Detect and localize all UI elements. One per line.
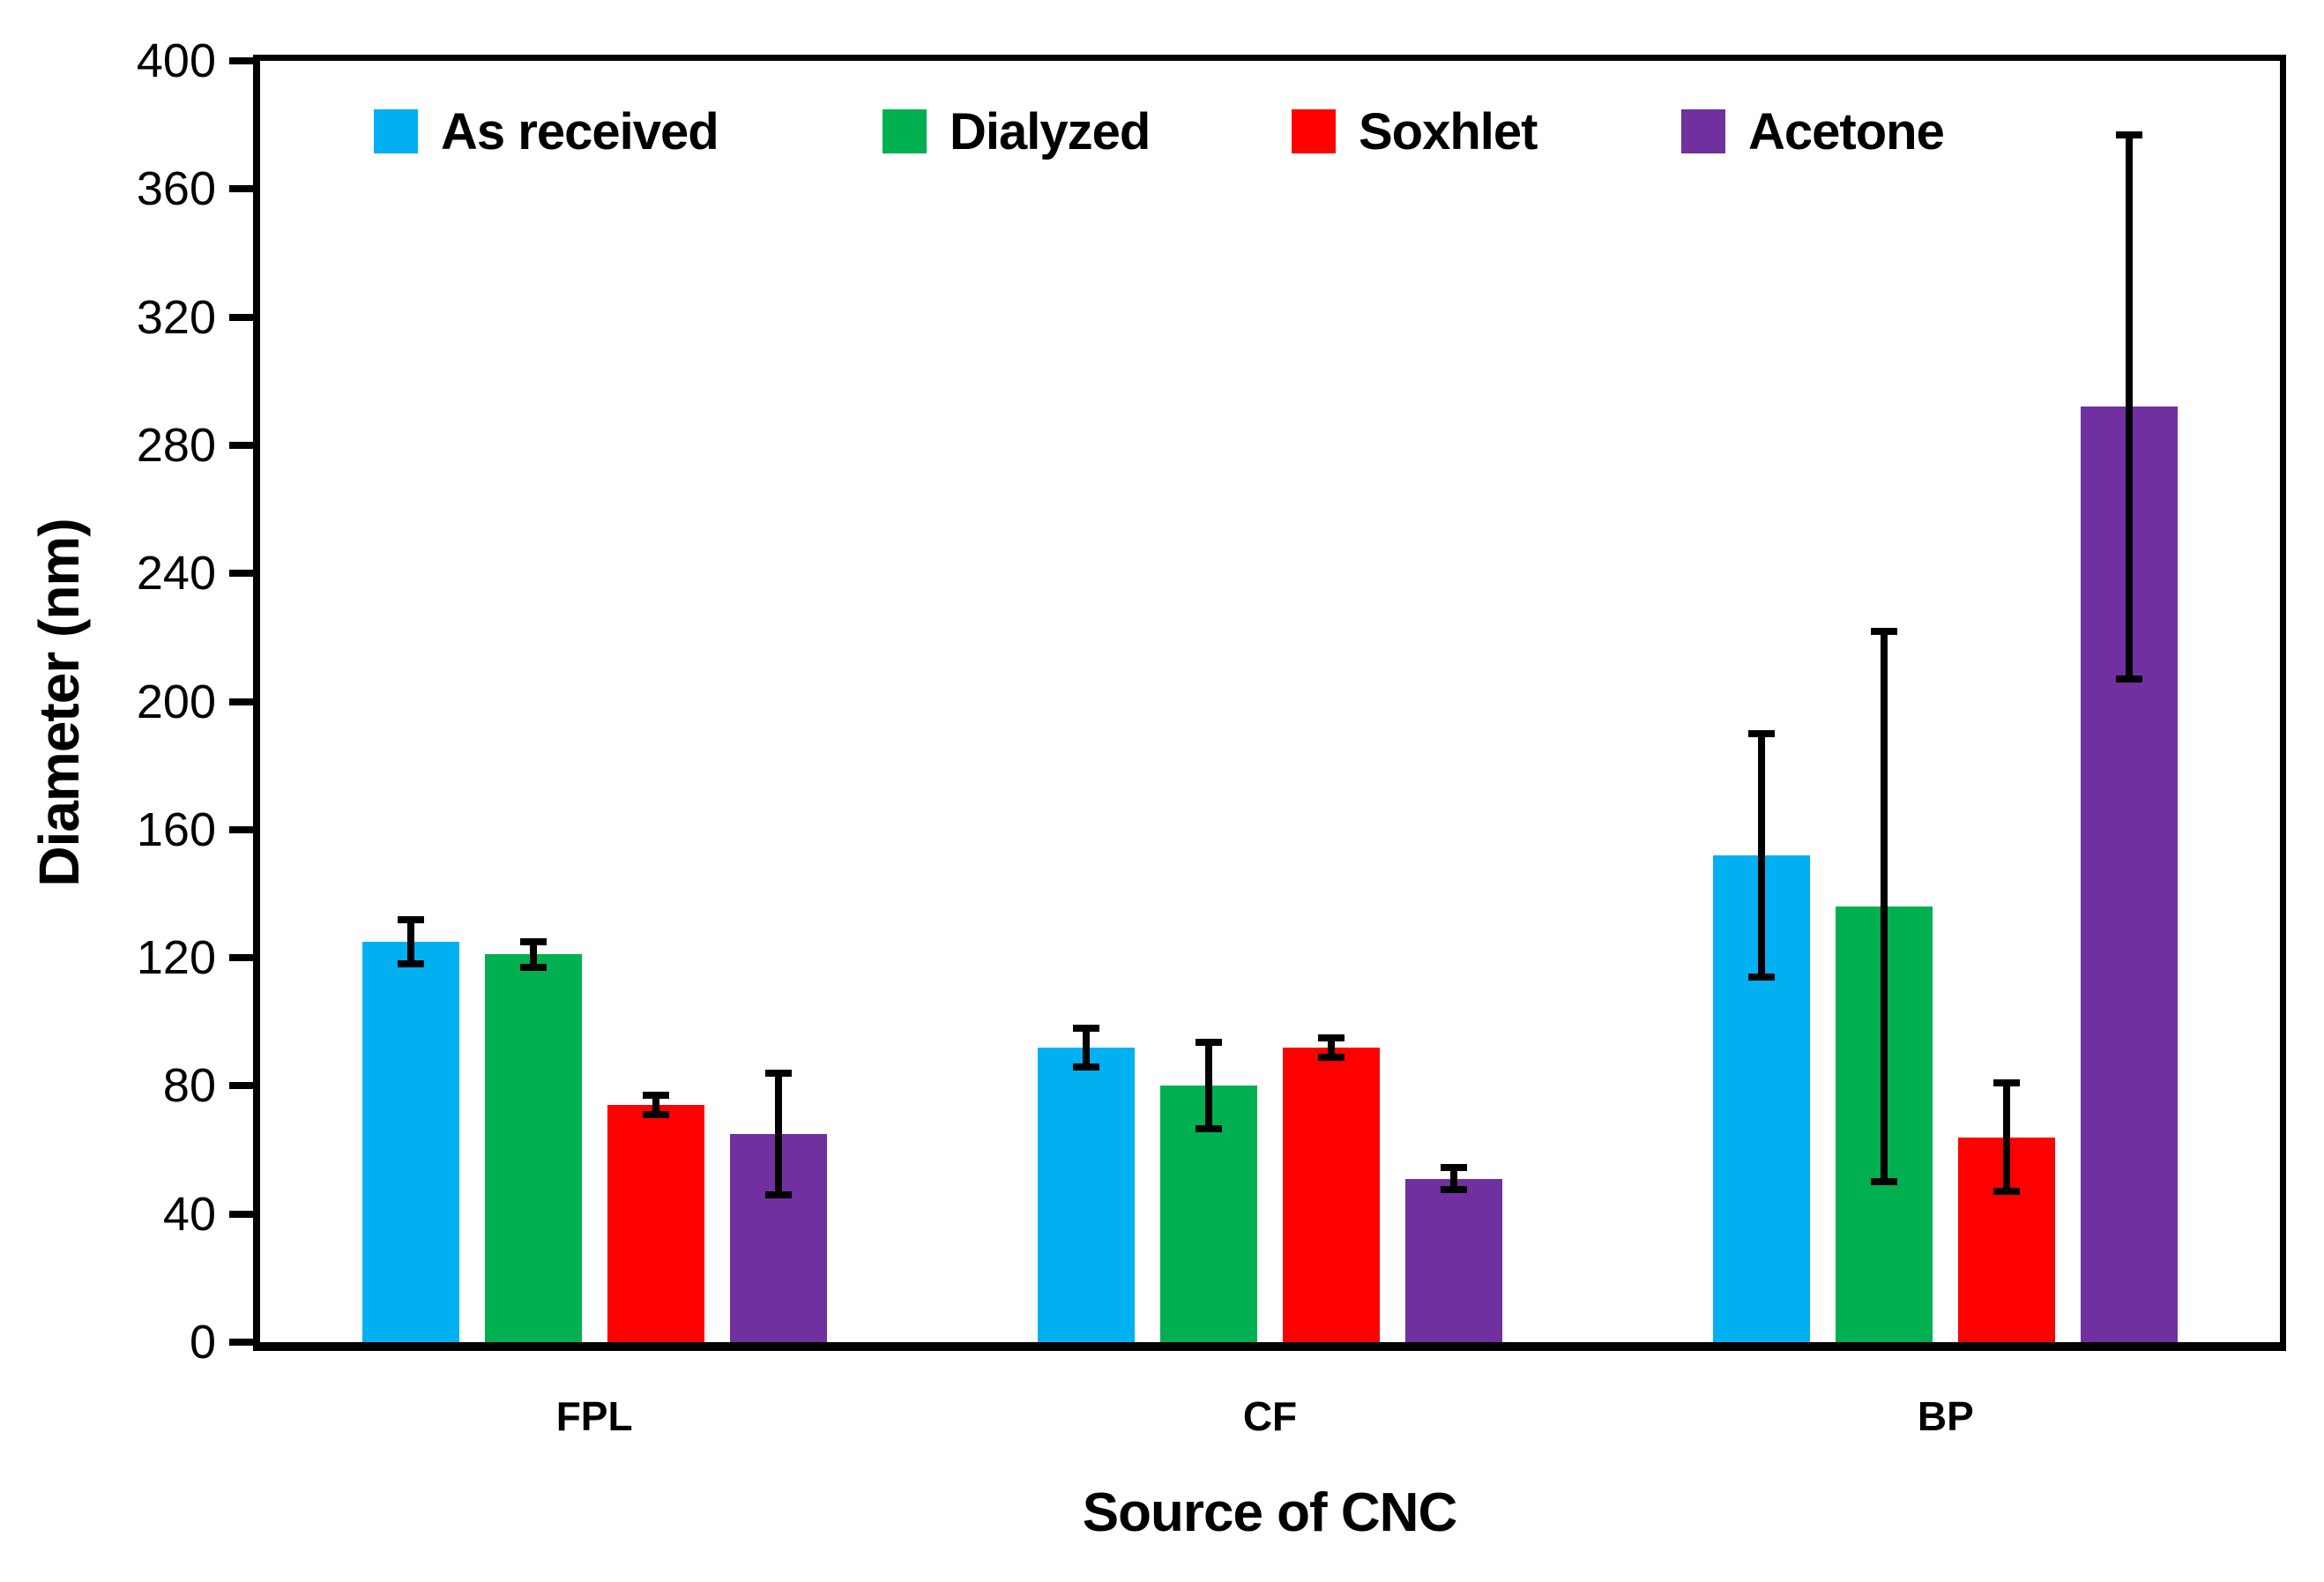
error-bar-cap-bottom-dialyzed-bp bbox=[1871, 1178, 1898, 1186]
x-axis-category-label-cf: CF bbox=[1242, 1393, 1298, 1439]
error-bar-line-soxhlet-bp bbox=[2003, 1082, 2011, 1192]
y-axis-tick-label-240: 240 bbox=[136, 547, 216, 601]
error-bar-line-dialyzed-bp bbox=[1881, 631, 1888, 1183]
error-bar-cap-bottom-dialyzed-fpl bbox=[519, 963, 547, 971]
bar-as-received-fpl bbox=[361, 941, 459, 1342]
error-bar-cap-top-acetone-cf bbox=[1441, 1164, 1467, 1172]
y-axis-tick-160 bbox=[229, 825, 253, 833]
error-bar-cap-bottom-dialyzed-cf bbox=[1196, 1125, 1222, 1133]
error-bar-line-as-received-cf bbox=[1083, 1028, 1090, 1067]
y-axis-tick-label-80: 80 bbox=[162, 1059, 216, 1113]
legend-swatch-soxhlet bbox=[1292, 109, 1336, 153]
y-axis-tick-label-120: 120 bbox=[136, 931, 216, 985]
bar-soxhlet-fpl bbox=[607, 1105, 704, 1342]
y-axis-tick-label-40: 40 bbox=[162, 1187, 216, 1241]
error-bar-cap-bottom-acetone-cf bbox=[1441, 1186, 1467, 1194]
y-axis-tick-40 bbox=[229, 1210, 253, 1218]
y-axis-title: Diameter (nm) bbox=[19, 306, 99, 1100]
error-bar-line-dialyzed-fpl bbox=[529, 941, 537, 967]
error-bar-line-acetone-fpl bbox=[774, 1072, 782, 1195]
error-bar-line-soxhlet-fpl bbox=[652, 1095, 659, 1116]
y-axis-tick-label-0: 0 bbox=[189, 1316, 216, 1369]
error-bar-cap-top-dialyzed-fpl bbox=[519, 937, 547, 945]
error-bar-line-acetone-cf bbox=[1450, 1168, 1457, 1190]
bar-dialyzed-fpl bbox=[484, 954, 582, 1342]
x-axis-category-label-bp: BP bbox=[1917, 1393, 1974, 1439]
legend-label-dialyzed: Dialyzed bbox=[950, 102, 1151, 160]
error-bar-cap-top-as-received-fpl bbox=[397, 915, 424, 923]
error-bar-cap-top-acetone-fpl bbox=[764, 1069, 792, 1077]
error-bar-cap-top-soxhlet-bp bbox=[1993, 1078, 2021, 1086]
error-bar-cap-top-soxhlet-cf bbox=[1318, 1034, 1344, 1041]
error-bar-cap-top-acetone-bp bbox=[2116, 131, 2143, 138]
error-bar-line-as-received-bp bbox=[1758, 733, 1766, 977]
error-bar-line-acetone-bp bbox=[2126, 134, 2134, 680]
error-bar-cap-top-as-received-cf bbox=[1073, 1025, 1099, 1032]
error-bar-line-dialyzed-cf bbox=[1205, 1042, 1212, 1130]
error-bar-cap-top-dialyzed-cf bbox=[1196, 1039, 1222, 1047]
error-bar-line-soxhlet-cf bbox=[1328, 1037, 1335, 1057]
bar-soxhlet-cf bbox=[1283, 1047, 1380, 1342]
y-axis-tick-label-280: 280 bbox=[136, 418, 216, 472]
plot-area bbox=[253, 55, 2286, 1351]
legend-item-as-received: As received bbox=[374, 102, 719, 160]
error-bar-cap-bottom-soxhlet-fpl bbox=[642, 1111, 669, 1119]
y-axis-tick-0 bbox=[229, 1339, 253, 1346]
x-axis-category-label-fpl: FPL bbox=[555, 1393, 633, 1439]
y-axis-tick-label-360: 360 bbox=[136, 162, 216, 216]
y-axis-tick-200 bbox=[229, 698, 253, 705]
y-axis-tick-label-320: 320 bbox=[136, 290, 216, 344]
legend-label-acetone: Acetone bbox=[1748, 102, 1945, 160]
legend-item-dialyzed: Dialyzed bbox=[883, 102, 1151, 160]
y-axis-tick-360 bbox=[229, 185, 253, 193]
legend-label-as-received: As received bbox=[441, 102, 719, 160]
error-bar-cap-top-dialyzed-bp bbox=[1871, 627, 1898, 635]
x-axis-title-text: Source of CNC bbox=[1082, 1482, 1457, 1543]
error-bar-cap-bottom-soxhlet-cf bbox=[1318, 1053, 1344, 1061]
legend-swatch-acetone bbox=[1681, 109, 1725, 153]
error-bar-cap-top-soxhlet-fpl bbox=[642, 1092, 669, 1100]
y-axis-tick-label-160: 160 bbox=[136, 802, 216, 856]
error-bar-cap-top-as-received-bp bbox=[1748, 729, 1776, 737]
legend-item-acetone: Acetone bbox=[1681, 102, 1945, 160]
error-bar-cap-bottom-as-received-cf bbox=[1073, 1063, 1099, 1071]
y-axis-title-text: Diameter (nm) bbox=[27, 519, 91, 887]
error-bar-cap-bottom-acetone-bp bbox=[2116, 675, 2143, 683]
y-axis-tick-120 bbox=[229, 954, 253, 962]
error-bar-cap-bottom-acetone-fpl bbox=[764, 1190, 792, 1198]
legend-swatch-dialyzed bbox=[883, 109, 927, 153]
legend-item-soxhlet: Soxhlet bbox=[1292, 102, 1538, 160]
y-axis-tick-320 bbox=[229, 313, 253, 321]
y-axis-tick-400 bbox=[229, 57, 253, 64]
error-bar-cap-bottom-soxhlet-bp bbox=[1993, 1188, 2021, 1196]
bar-acetone-cf bbox=[1405, 1178, 1502, 1342]
x-axis-title: Source of CNC bbox=[829, 1480, 1710, 1547]
bar-as-received-cf bbox=[1038, 1047, 1135, 1342]
legend-swatch-as-received bbox=[374, 109, 418, 153]
error-bar-line-as-received-fpl bbox=[406, 919, 414, 965]
y-axis-tick-280 bbox=[229, 441, 253, 449]
error-bar-cap-bottom-as-received-bp bbox=[1748, 973, 1776, 981]
error-bar-cap-bottom-as-received-fpl bbox=[397, 960, 424, 968]
legend-label-soxhlet: Soxhlet bbox=[1359, 102, 1538, 160]
y-axis-tick-80 bbox=[229, 1082, 253, 1090]
y-axis-tick-label-200: 200 bbox=[136, 675, 216, 728]
y-axis-tick-label-400: 400 bbox=[136, 34, 216, 87]
y-axis-tick-240 bbox=[229, 570, 253, 578]
